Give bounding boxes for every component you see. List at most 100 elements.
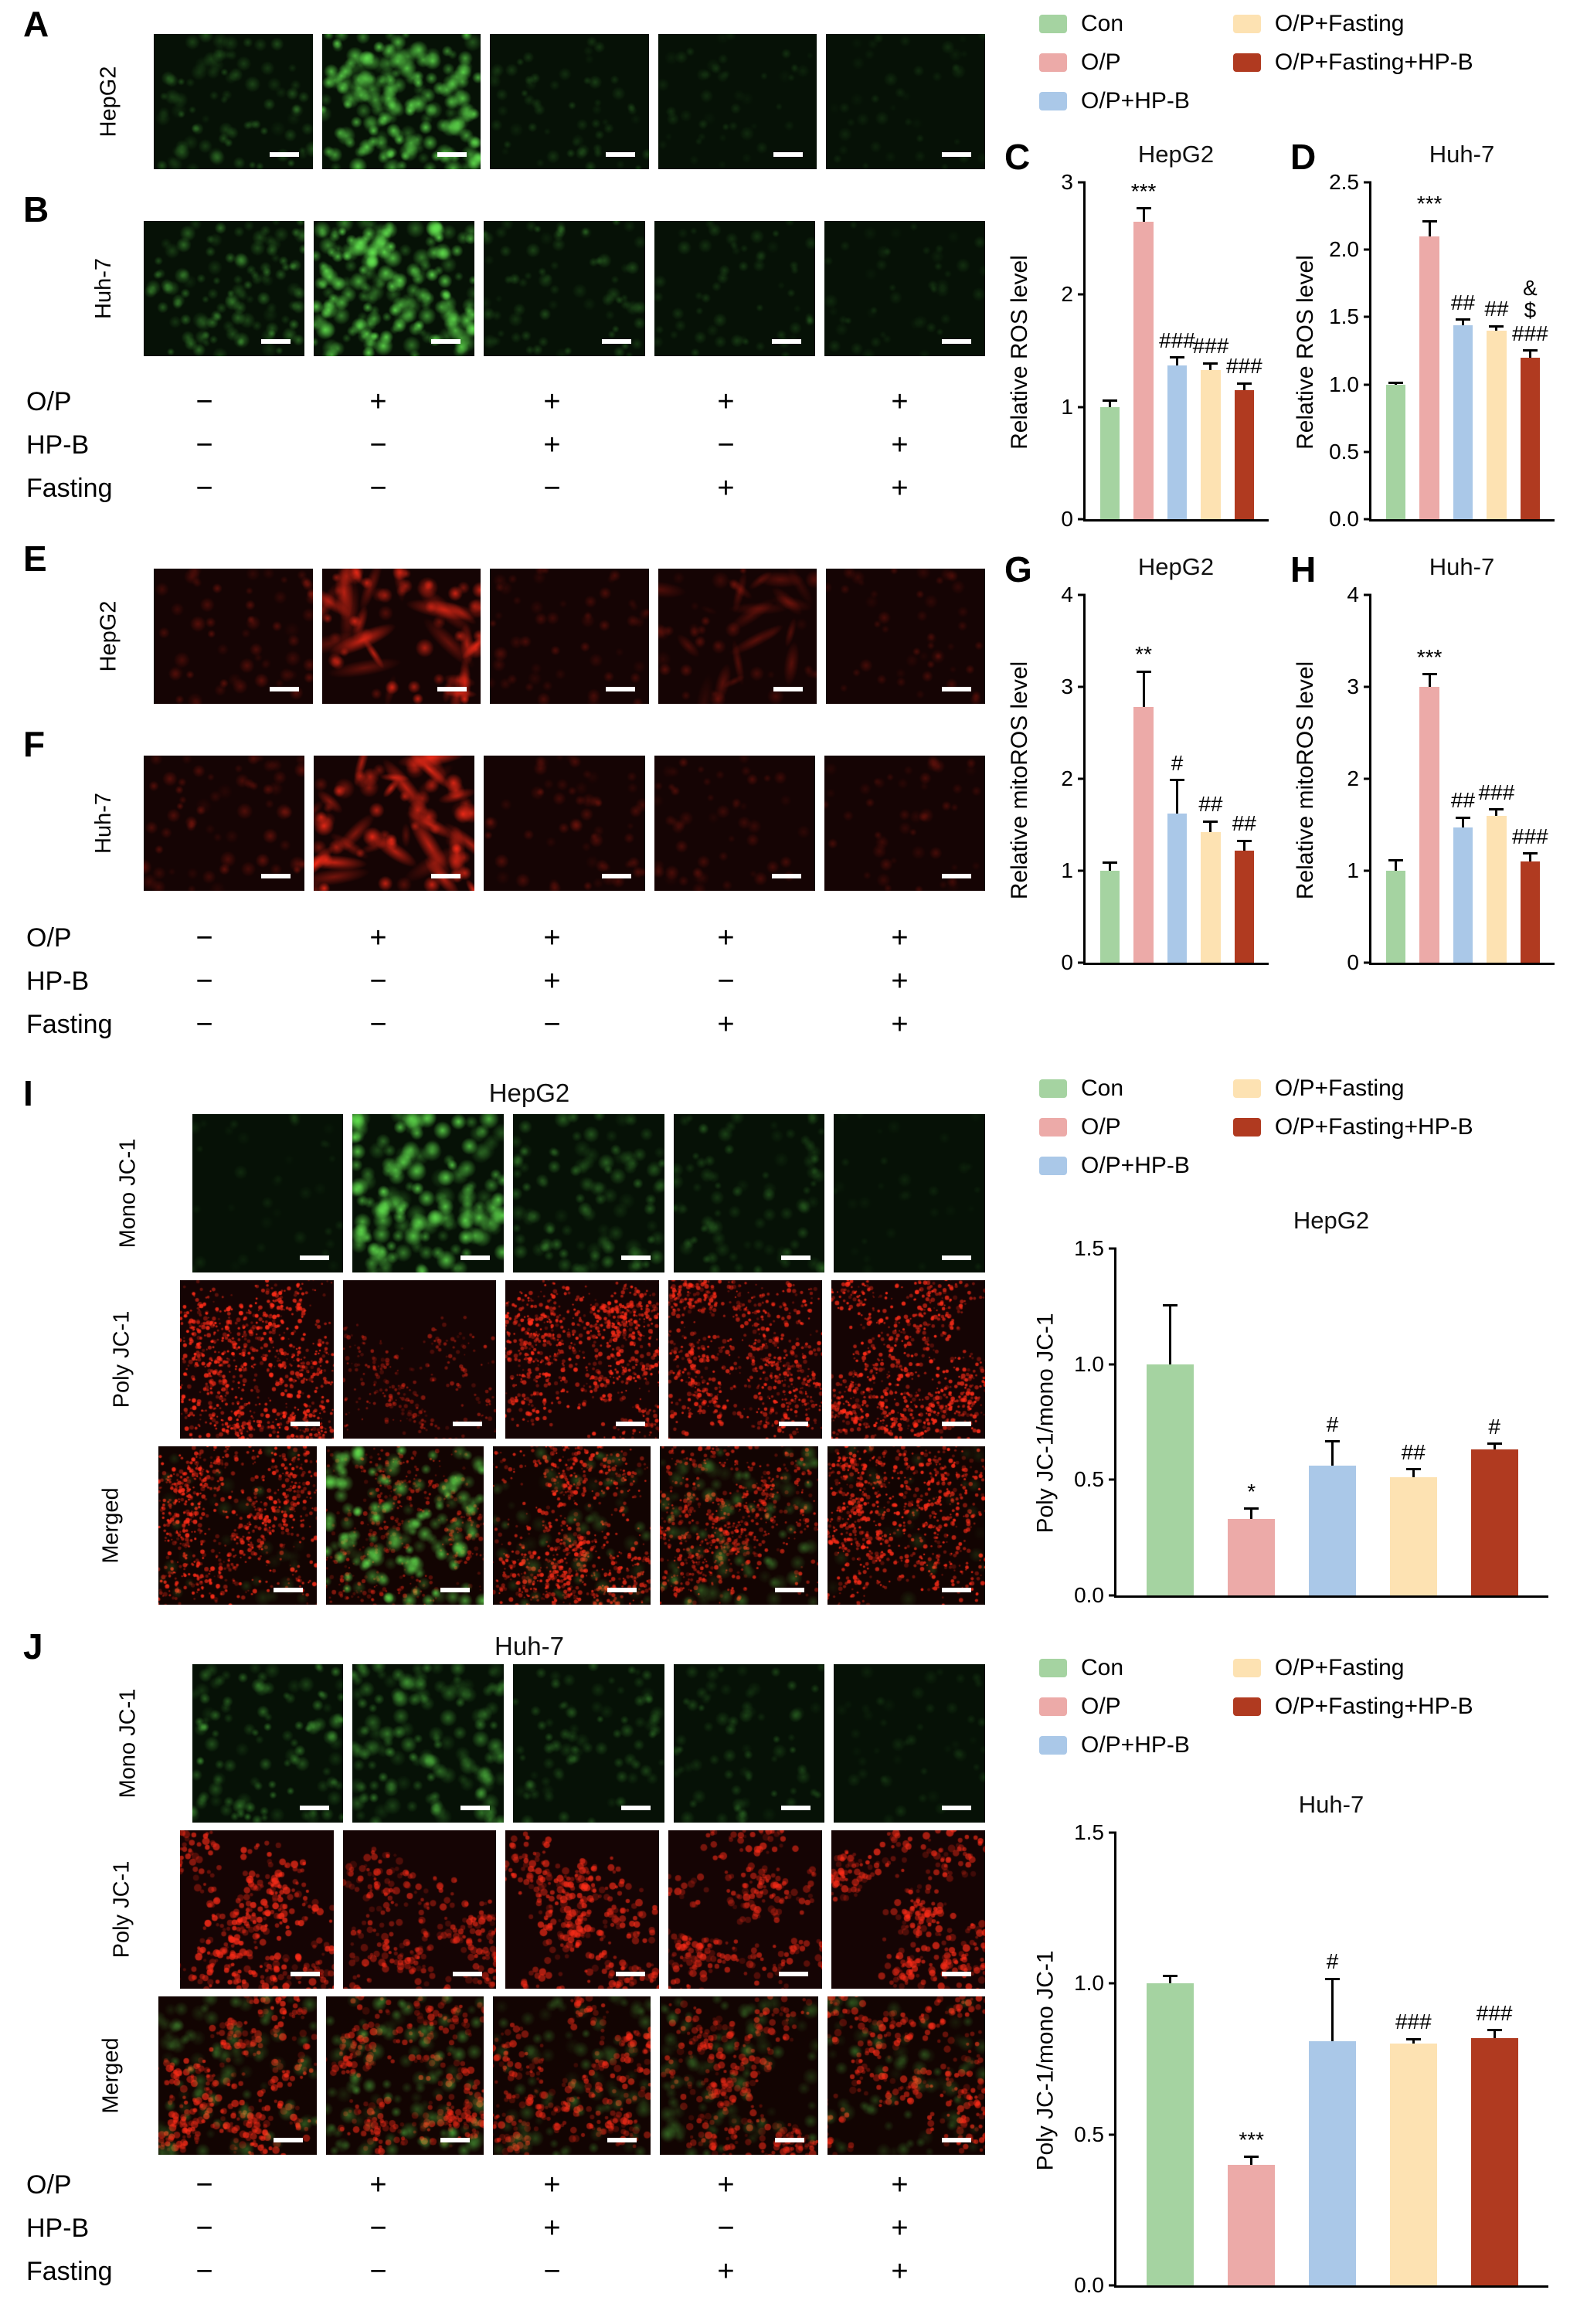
bar [1201, 369, 1221, 519]
bar [1419, 687, 1439, 963]
condition-symbol: + [891, 921, 909, 954]
fluorescence-canvas [824, 221, 986, 356]
condition-symbol: − [543, 2254, 561, 2288]
row-label-mono-jc1: Mono JC-1 [73, 1114, 183, 1272]
y-tick-label: 0.5 [1074, 2122, 1104, 2146]
bar [1099, 406, 1120, 519]
condition-symbol: − [369, 428, 387, 461]
fluorescence-canvas [158, 1446, 317, 1605]
error-bar [1422, 219, 1437, 236]
bar-group: # [1300, 1833, 1365, 2285]
y-tick-label: 2 [1061, 282, 1073, 307]
fluorescence-canvas [352, 1114, 505, 1272]
bar-group: # [1462, 1249, 1528, 1595]
condition-symbol: − [195, 471, 213, 505]
fluorescence-canvas [660, 1446, 818, 1605]
bar-group: *** [1416, 595, 1443, 963]
bar-group: ## [1231, 595, 1258, 963]
row-label-text: Merged [98, 1487, 124, 1564]
bar-group: ### [1479, 595, 1514, 963]
fluorescence-image [192, 1664, 344, 1823]
legend-label: O/P+Fasting+HP-B [1274, 1694, 1473, 1719]
chart-title: Huh-7 [1298, 1791, 1364, 1818]
significance-label: # [1488, 1415, 1500, 1439]
error-bar [1325, 1977, 1341, 2041]
fluorescence-canvas [321, 569, 481, 704]
fluorescence-canvas [668, 1280, 823, 1439]
fluorescence-canvas [826, 34, 986, 169]
significance-label: ## [1450, 290, 1476, 314]
legend-item: O/P+HP-B [1039, 1732, 1190, 1758]
legend-item: O/P [1039, 1694, 1190, 1720]
y-tick-mark [1364, 685, 1371, 688]
section-title-hepg2: HepG2 [488, 1079, 570, 1107]
legend-item: O/P+Fasting+HP-B [1232, 1694, 1473, 1720]
legend-label: O/P [1081, 49, 1121, 75]
bar [1234, 850, 1255, 963]
condition-row: Fasting − − − + + [23, 1003, 987, 1046]
fluorescence-canvas [325, 1996, 484, 2155]
fluorescence-canvas [490, 569, 649, 704]
significance-label: ### [1476, 2000, 1513, 2025]
y-tick-label: 2 [1347, 766, 1359, 790]
y-tick-label: 2 [1061, 766, 1073, 790]
y-axis-label: Poly JC-1/mono JC-1 [1033, 1313, 1059, 1534]
legend-column: O/P+Fasting O/P+Fasting+HP-B [1232, 1655, 1473, 1720]
legend-item: O/P+Fasting [1232, 11, 1473, 37]
legend-label: O/P+Fasting [1274, 11, 1405, 36]
legend-item: O/P [1039, 1114, 1190, 1140]
significance-label: ## [1401, 1439, 1426, 1464]
fluorescence-image [492, 1446, 651, 1605]
fluorescence-canvas [513, 1664, 664, 1823]
legend-label: O/P+Fasting+HP-B [1274, 1114, 1473, 1140]
bar-group: ## [1197, 595, 1224, 963]
fluorescence-image [824, 221, 986, 356]
condition-symbol: − [195, 921, 213, 954]
legend-item: O/P+Fasting+HP-B [1232, 49, 1473, 76]
significance-label: ### [1226, 354, 1262, 379]
y-tick-mark [1078, 406, 1086, 409]
condition-symbol: − [543, 471, 561, 505]
fluorescence-canvas [342, 1280, 497, 1439]
legend-item: Con [1039, 1075, 1190, 1102]
row-label-text: HepG2 [96, 66, 121, 138]
y-tick-label: 0 [1347, 950, 1359, 974]
condition-symbol: + [369, 385, 387, 418]
fluorescence-image [321, 569, 481, 704]
fluorescence-image [484, 221, 645, 356]
row-label-poly-jc1: Poly JC-1 [73, 1830, 171, 1989]
y-tick-mark [1078, 593, 1086, 596]
error-bar [1203, 820, 1218, 833]
fluorescence-image [513, 1664, 664, 1823]
row-label-a: HepG2 [73, 34, 144, 169]
condition-symbol: − [717, 428, 735, 461]
bar [1228, 2164, 1276, 2285]
fluorescence-image [490, 569, 649, 704]
condition-label: O/P [26, 386, 72, 416]
legend-label: Con [1081, 1655, 1124, 1680]
fluorescence-image [179, 1280, 334, 1439]
legend-item: O/P+Fasting [1232, 1655, 1473, 1681]
legend-item: O/P+Fasting [1232, 1075, 1473, 1102]
bar-group: ## [1381, 1249, 1446, 1595]
fluorescence-canvas [668, 1830, 823, 1989]
y-tick-mark [1078, 685, 1086, 688]
y-tick-label: 0 [1061, 950, 1073, 974]
bar [1389, 2044, 1437, 2285]
fluorescence-canvas [144, 756, 305, 891]
fluorescence-canvas [658, 569, 817, 704]
bar [1487, 330, 1507, 519]
legend-item: O/P [1039, 49, 1190, 76]
y-tick-label: 3 [1061, 674, 1073, 698]
significance-label: # [1326, 1412, 1339, 1437]
row-label-e: HepG2 [73, 569, 144, 704]
row-label-f: Huh-7 [73, 756, 134, 891]
significance-label: # [1326, 1949, 1339, 1974]
chart-ros-hepg2: C HepG2 Relative ROS level 0 1 2 3 *** #… [1004, 137, 1276, 531]
error-bar [1103, 399, 1118, 407]
legend-item: O/P+Fasting+HP-B [1232, 1114, 1473, 1140]
y-tick-mark [1078, 518, 1086, 521]
fluorescence-image [492, 1996, 651, 2155]
bar-group: ### [1381, 1833, 1446, 2285]
y-tick-label: 0.0 [1074, 1583, 1104, 1607]
